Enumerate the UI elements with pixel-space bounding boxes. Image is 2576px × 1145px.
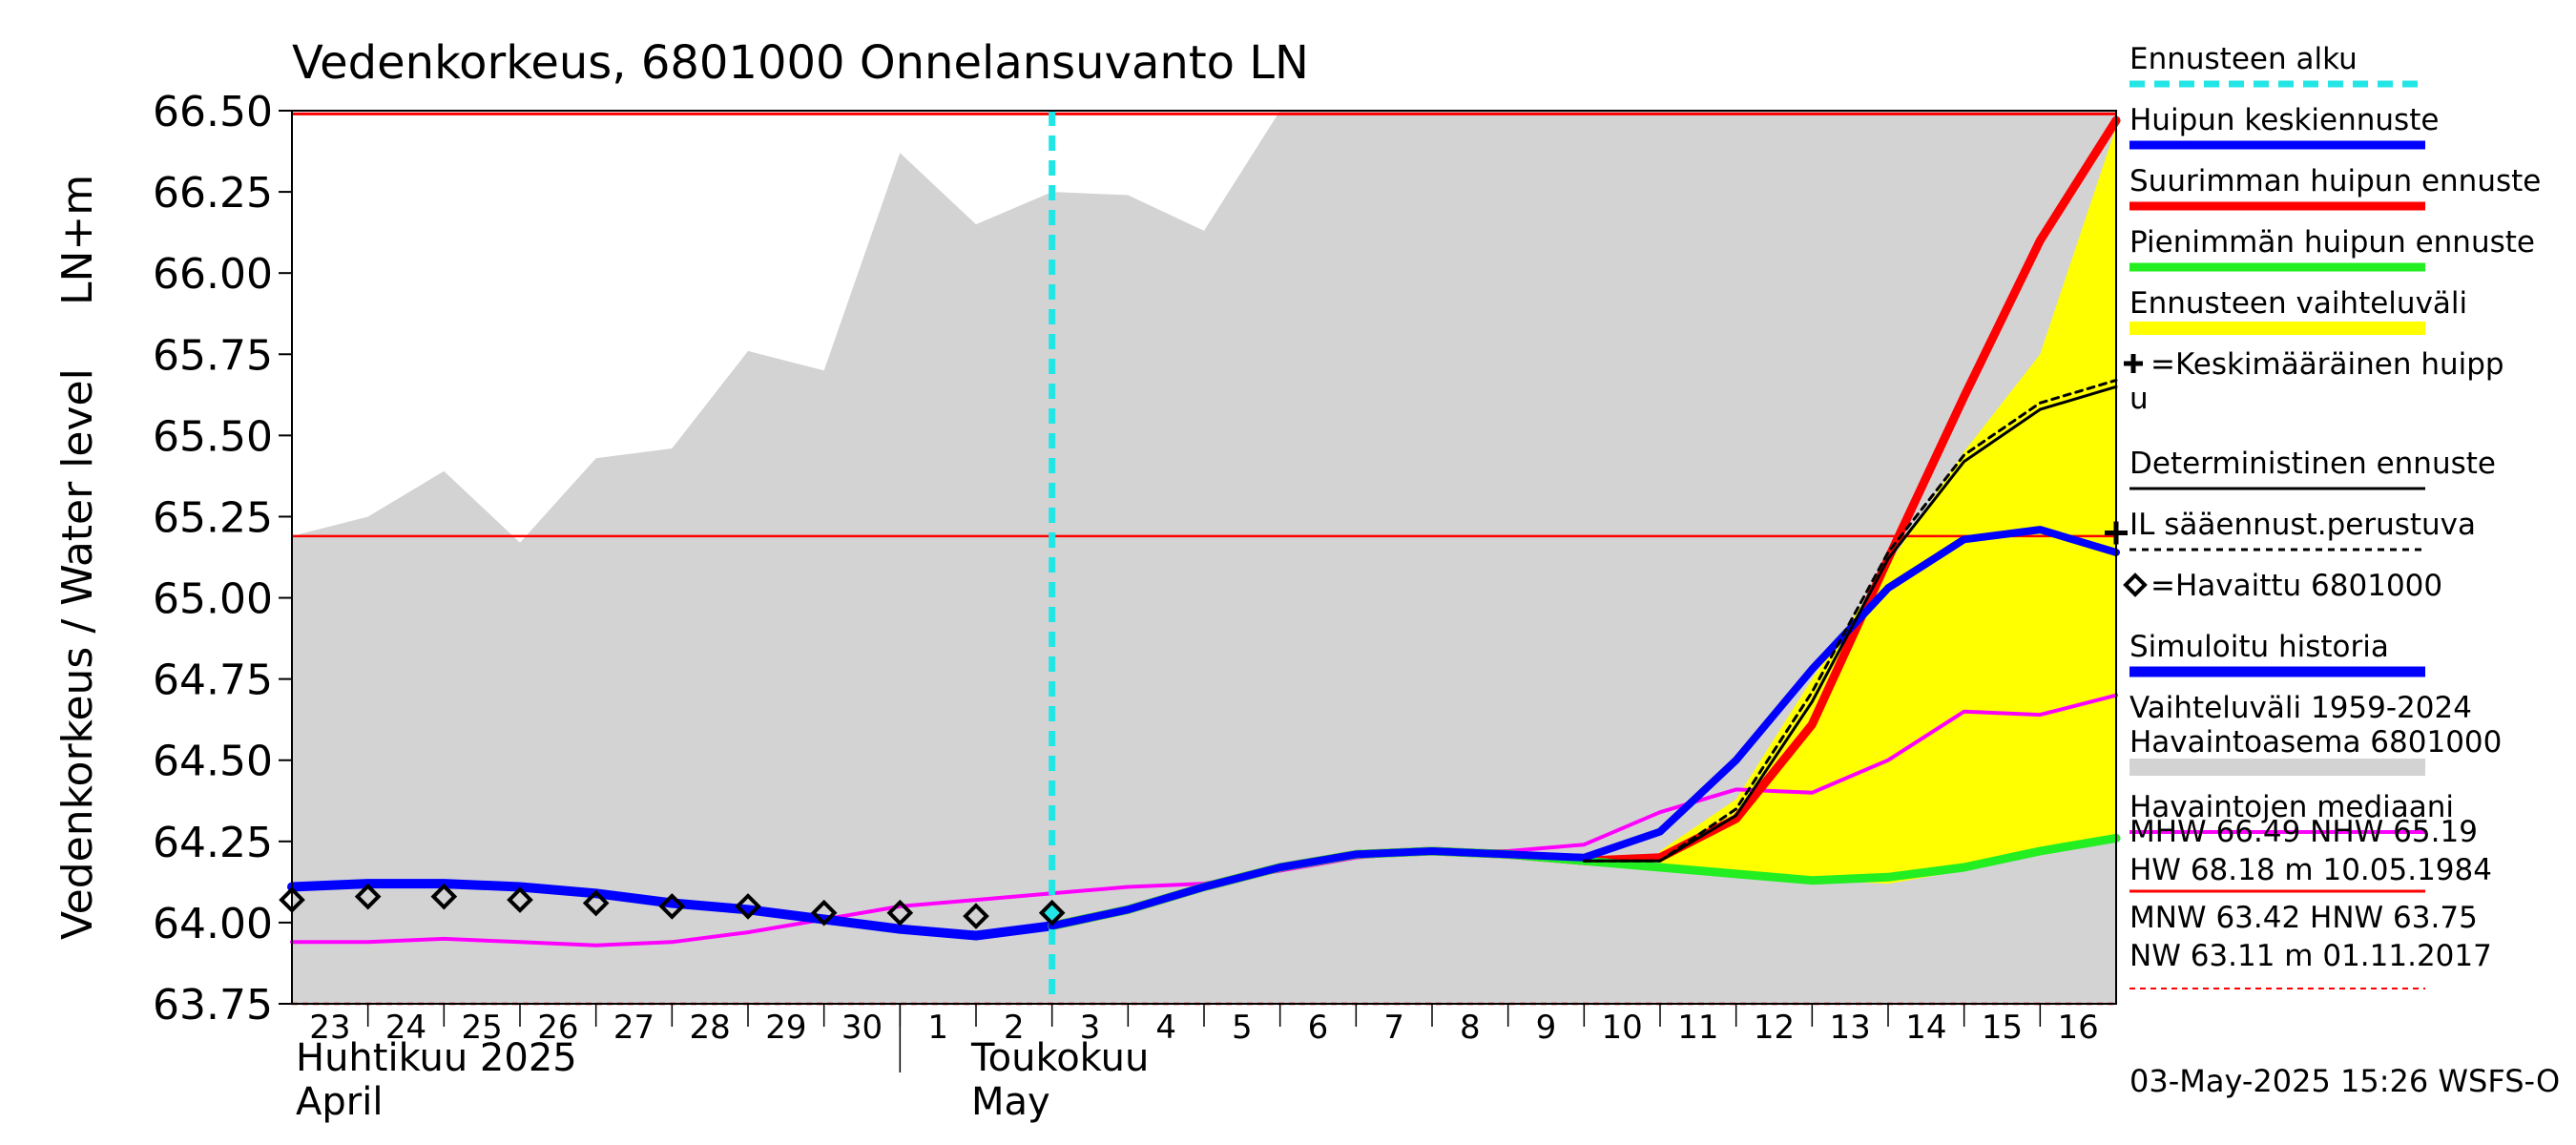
x-tick-label: 23 xyxy=(309,1009,350,1047)
y-tick-label: 65.50 xyxy=(153,412,273,461)
x-tick-label: 29 xyxy=(765,1009,806,1047)
x-tick-label: 13 xyxy=(1830,1009,1871,1047)
x-tick-label: 6 xyxy=(1308,1009,1329,1047)
legend: Ennusteen alku Huipun keskiennuste Suurimm… xyxy=(2123,42,2541,834)
y-tick-label: 66.50 xyxy=(153,88,273,136)
observed-point xyxy=(886,899,914,926)
month-label-april-en: April xyxy=(296,1080,383,1124)
y-tick-label: 65.00 xyxy=(153,575,273,624)
observed-point xyxy=(507,886,533,913)
legend-label-ennusteen-vaihteluv-li: Ennusteen vaihteluväli xyxy=(2129,286,2467,321)
observed-point xyxy=(354,883,382,910)
legend-label-keskim-r-inen-huipp: =Keskimääräinen huipp xyxy=(2150,347,2504,382)
x-tick-label: 8 xyxy=(1460,1009,1481,1047)
x-tick-label: 10 xyxy=(1602,1009,1643,1047)
y-tick-label: 66.00 xyxy=(153,250,273,299)
month-label-may-en: May xyxy=(971,1080,1050,1124)
y-tick-label: 65.75 xyxy=(153,331,273,380)
forecast-range-area xyxy=(1660,127,2116,885)
x-tick-label: 12 xyxy=(1754,1009,1795,1047)
legend-label-pienimm-n-huipun-ennuste: Pienimmän huipun ennuste xyxy=(2129,225,2535,260)
legend-label-cont: Havaintoasema 6801000 xyxy=(2129,725,2502,760)
x-tick-label: 9 xyxy=(1536,1009,1557,1047)
y-tick-label: 64.50 xyxy=(153,738,273,786)
series-simuloitu-historia xyxy=(287,879,1057,941)
y-axis-ticks: 66.50 66.25 66.00 65.75 65.50 65.25 65.00 64.75… xyxy=(153,88,292,1030)
x-tick-label: 4 xyxy=(1155,1009,1176,1047)
timestamp: 03-May-2025 15:26 WSFS-O xyxy=(2129,1063,2560,1099)
observed-point xyxy=(582,889,610,917)
x-tick-label: 7 xyxy=(1383,1009,1404,1047)
stats-hw: HW 68.18 m 10.05.1984 xyxy=(2129,853,2492,887)
historical-range-area xyxy=(292,111,2116,1004)
y-tick-label: 64.00 xyxy=(153,900,273,948)
observed-point xyxy=(810,899,838,926)
legend-label-ennusteen-alku: Ennusteen alku xyxy=(2129,42,2358,76)
x-tick-label: 24 xyxy=(385,1009,426,1047)
stats-mhw-nhw: MHW 66.49 NHW 65.19 xyxy=(2129,815,2478,849)
y-axis-unit: LN+m xyxy=(53,175,102,305)
observed-point xyxy=(735,893,761,920)
x-tick-label: 11 xyxy=(1677,1009,1718,1047)
x-tick-label: 27 xyxy=(613,1009,654,1047)
series-huipun-keskiennuste xyxy=(1048,526,2120,930)
legend-label-simuloitu-historia: Simuloitu historia xyxy=(2129,630,2389,664)
x-tick-label: 25 xyxy=(462,1009,503,1047)
x-tick-label: 26 xyxy=(537,1009,578,1047)
legend-diamond-icon xyxy=(2123,572,2148,597)
month-label-april-fi: Huhtikuu 2025 xyxy=(296,1036,577,1080)
y-axis-label: Vedenkorkeus / Water level xyxy=(53,368,102,940)
legend-label-huipun-keskiennuste: Huipun keskiennuste xyxy=(2129,103,2439,137)
legend-label-havaintojen-mediaani: Havaintojen mediaani xyxy=(2129,790,2454,824)
x-axis-ticks: 23 24 25 26 27 28 29 30 1 2 3 4 5 6 7 8 9 10 11 12 13 14 15 16 xyxy=(309,1009,2099,1047)
stats-mnw-hnw: MNW 63.42 HNW 63.75 xyxy=(2129,901,2478,935)
stats-nw: NW 63.11 m 01.11.2017 xyxy=(2129,939,2492,973)
chart-title: Vedenkorkeus, 6801000 Onnelansuvanto LN xyxy=(292,36,1309,90)
y-tick-label: 64.75 xyxy=(153,656,273,705)
observed-point xyxy=(430,883,458,910)
series-il-s-ennust-perustuva xyxy=(1582,379,2118,863)
x-tick-label: 14 xyxy=(1905,1009,1946,1047)
x-tick-label: 28 xyxy=(690,1009,731,1047)
legend-label-vaihteluv-li-1959-2024: Vaihteluväli 1959-2024 xyxy=(2129,691,2472,725)
x-tick-label: 2 xyxy=(1004,1009,1025,1047)
x-tick-label: 16 xyxy=(2058,1009,2099,1047)
month-label-may-fi: Toukokuu xyxy=(970,1036,1149,1080)
plot-frame xyxy=(291,110,2117,1005)
observed-point xyxy=(1038,899,1066,926)
x-tick-label: 30 xyxy=(841,1009,883,1047)
x-tick-label: 1 xyxy=(927,1009,948,1047)
plot-area xyxy=(279,110,2128,1072)
y-tick-label: 63.75 xyxy=(153,981,273,1030)
legend-label-suurimman-huipun-ennuste: Suurimman huipun ennuste xyxy=(2129,164,2541,198)
legend-label-deterministinen-ennuste: Deterministinen ennuste xyxy=(2129,447,2496,481)
x-tick-label: 5 xyxy=(1232,1009,1253,1047)
x-tick-label: 15 xyxy=(1982,1009,2023,1047)
y-tick-label: 66.25 xyxy=(153,169,273,218)
y-tick-label: 64.25 xyxy=(153,819,273,867)
stats-block: MHW 66.49 NHW 65.19 HW 68.18 m 10.05.198… xyxy=(2129,815,2492,989)
legend-label-il-s-ennust-perustuva: IL sääennust.perustuva xyxy=(2129,508,2476,542)
observed-point xyxy=(963,903,989,929)
observed-point xyxy=(658,893,686,920)
x-tick-label: 3 xyxy=(1080,1009,1101,1047)
legend-plus-icon xyxy=(2124,354,2143,373)
y-tick-label: 65.25 xyxy=(153,493,273,542)
legend-label-cont: u xyxy=(2129,382,2149,416)
legend-label-havaittu-6801000: =Havaittu 6801000 xyxy=(2150,569,2442,603)
